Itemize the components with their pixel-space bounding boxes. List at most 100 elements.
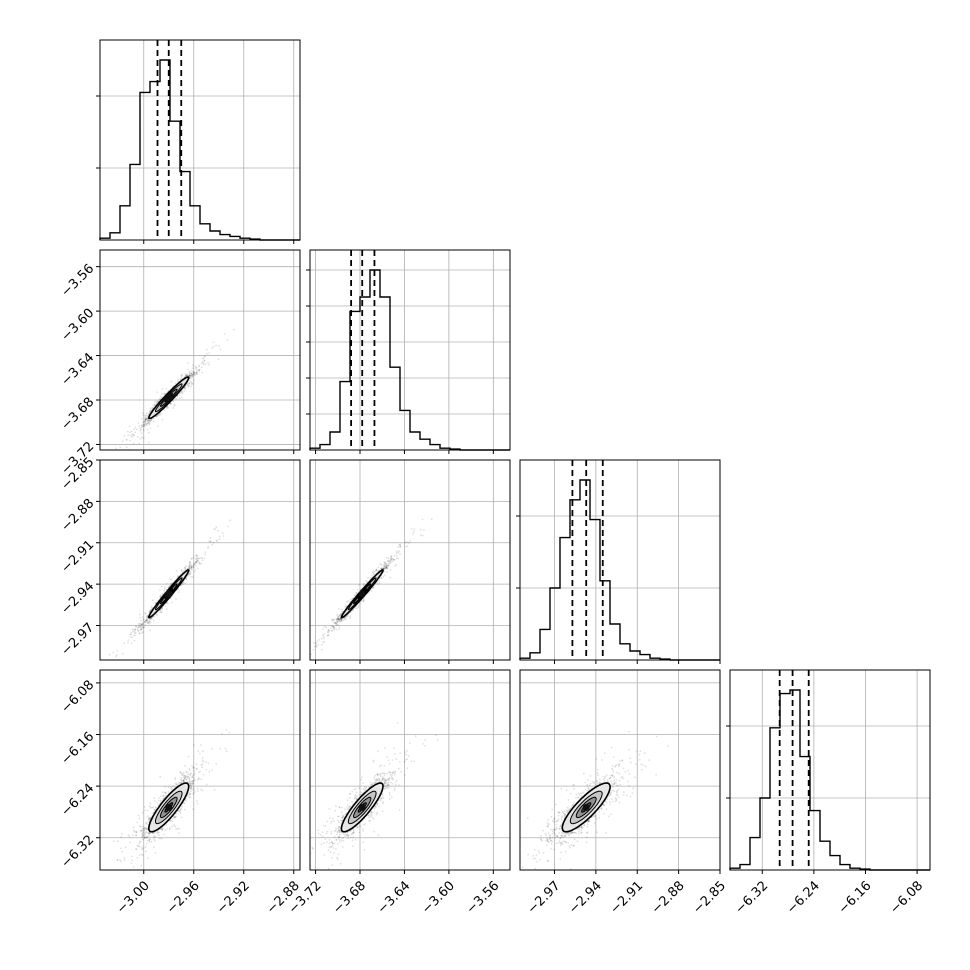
- scatter-point: [165, 407, 168, 410]
- scatter-point: [194, 557, 197, 560]
- scatter-point: [378, 579, 380, 582]
- scatter-point: [384, 561, 387, 564]
- scatter-point: [389, 562, 392, 564]
- scatter-point: [328, 630, 331, 632]
- scatter-point: [169, 819, 172, 822]
- scatter-point: [302, 655, 304, 657]
- scatter-point: [119, 446, 122, 449]
- scatter-point: [207, 762, 210, 765]
- scatter-point: [189, 572, 192, 575]
- scatter-point: [392, 558, 395, 561]
- scatter-point: [141, 623, 144, 626]
- scatter-point: [188, 374, 191, 377]
- scatter-point: [336, 620, 338, 623]
- scatter-point: [346, 600, 348, 603]
- scatter-point: [399, 544, 402, 547]
- scatter-point: [191, 375, 194, 378]
- scatter-point: [152, 812, 154, 815]
- scatter-point: [161, 418, 164, 421]
- scatter-point: [201, 559, 204, 562]
- panel-content: [115, 328, 235, 450]
- scatter-point: [193, 566, 195, 568]
- scatter-point: [336, 614, 338, 616]
- scatter-point: [190, 786, 193, 788]
- scatter-point: [149, 407, 152, 410]
- scatter-point: [390, 557, 392, 560]
- scatter-point: [192, 808, 195, 811]
- scatter-point: [171, 601, 174, 604]
- scatter-point: [176, 378, 179, 380]
- scatter-point: [334, 622, 337, 625]
- scatter-point: [373, 570, 376, 573]
- scatter-point: [340, 619, 343, 622]
- scatter-point: [146, 417, 149, 419]
- scatter-point: [389, 569, 392, 571]
- scatter-point: [188, 573, 191, 576]
- scatter-point: [315, 645, 318, 648]
- scatter-point: [163, 409, 166, 411]
- scatter-point: [198, 561, 201, 564]
- scatter-point: [145, 836, 148, 839]
- scatter-point: [387, 564, 389, 567]
- scatter-point: [189, 377, 192, 380]
- scatter-point: [155, 613, 158, 616]
- scatter-point: [200, 562, 203, 565]
- scatter-point: [146, 622, 149, 624]
- scatter-point: [356, 588, 359, 591]
- density-peak: [165, 394, 173, 402]
- scatter-point: [383, 574, 386, 576]
- scatter-point: [305, 664, 307, 666]
- scatter-point: [147, 422, 150, 425]
- scatter-point: [407, 541, 409, 544]
- scatter-point: [143, 829, 146, 831]
- scatter-point: [386, 567, 389, 570]
- scatter-point: [142, 428, 145, 430]
- scatter-point: [188, 374, 191, 376]
- scatter-point: [184, 374, 187, 376]
- scatter-point: [107, 663, 109, 665]
- scatter-point: [329, 627, 332, 630]
- scatter-point: [165, 387, 168, 390]
- scatter-point: [144, 416, 147, 418]
- scatter-point: [185, 578, 188, 580]
- scatter-point: [172, 400, 174, 402]
- scatter-point: [138, 425, 141, 428]
- scatter-point: [190, 564, 192, 566]
- scatter-point: [145, 619, 148, 622]
- scatter-point: [153, 808, 156, 811]
- scatter-point: [323, 633, 325, 635]
- scatter-point: [146, 422, 149, 425]
- scatter-point: [141, 425, 144, 428]
- scatter-point: [212, 541, 215, 544]
- scatter-point: [120, 833, 123, 836]
- scatter-point: [177, 380, 180, 382]
- scatter-point: [153, 838, 156, 841]
- scatter-point: [154, 806, 157, 808]
- scatter-point: [149, 838, 152, 840]
- scatter-point: [160, 396, 163, 399]
- scatter-point: [339, 618, 341, 620]
- scatter-point: [112, 651, 115, 654]
- scatter-point: [201, 361, 204, 363]
- scatter-point: [138, 845, 141, 848]
- scatter-point: [384, 567, 387, 569]
- scatter-point: [226, 339, 229, 342]
- scatter-point: [190, 566, 193, 569]
- scatter-point: [393, 554, 396, 557]
- scatter-point: [140, 424, 143, 426]
- scatter-point: [387, 564, 390, 567]
- scatter-point: [386, 560, 389, 562]
- scatter-point: [143, 836, 146, 839]
- scatter-point: [185, 565, 188, 568]
- scatter-point: [194, 374, 197, 376]
- scatter-point: [178, 393, 181, 396]
- scatter-point: [217, 358, 220, 361]
- scatter-point: [180, 782, 183, 784]
- scatter-point: [175, 397, 178, 400]
- scatter-point: [177, 380, 179, 383]
- scatter-point: [386, 565, 388, 567]
- scatter-point: [142, 622, 145, 624]
- scatter-point: [152, 806, 154, 809]
- scatter-point: [131, 859, 134, 862]
- scatter-point: [405, 541, 408, 543]
